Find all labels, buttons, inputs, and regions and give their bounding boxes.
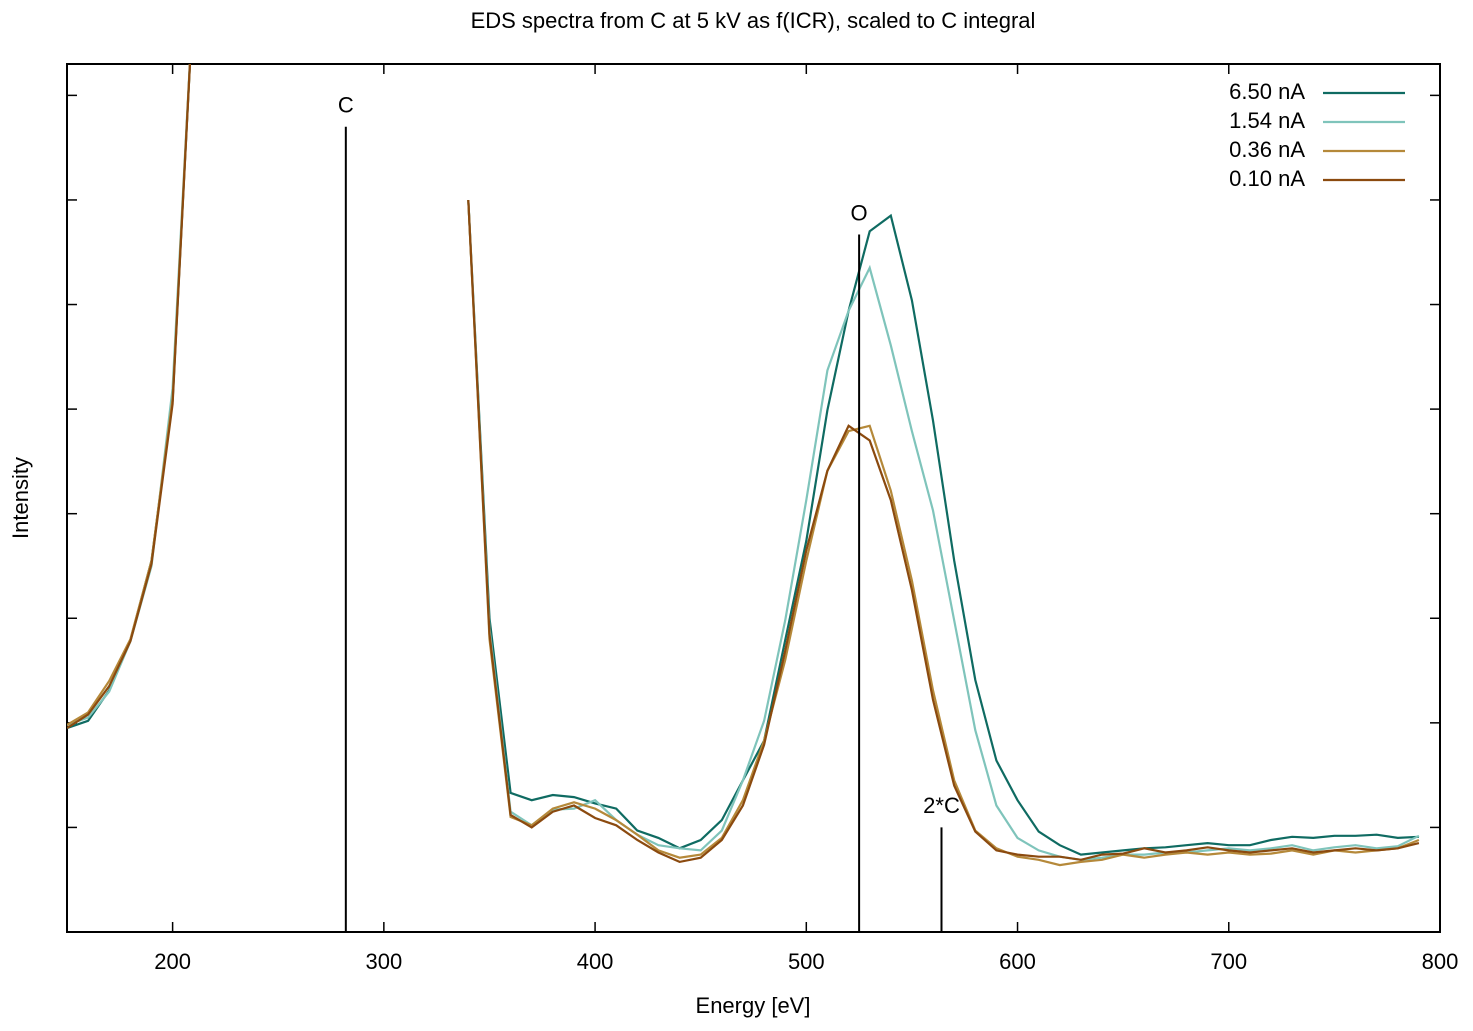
marker-label: C: [338, 93, 354, 118]
legend-label: 6.50 nA: [1229, 79, 1305, 104]
x-tick-label: 500: [788, 949, 825, 974]
plot-area: [67, 64, 1420, 867]
legend-label: 0.10 nA: [1229, 166, 1305, 191]
series-line: [67, 64, 1420, 867]
marker-label: 2*C: [923, 793, 960, 818]
x-tick-label: 600: [999, 949, 1036, 974]
marker-label: O: [851, 200, 868, 225]
x-tick-label: 300: [365, 949, 402, 974]
x-tick-label: 200: [154, 949, 191, 974]
chart-title: EDS spectra from C at 5 kV as f(ICR), sc…: [471, 8, 1036, 33]
x-tick-label: 700: [1210, 949, 1247, 974]
legend-label: 1.54 nA: [1229, 108, 1305, 133]
y-axis-label: Intensity: [8, 457, 33, 539]
plot-frame: [66, 63, 1441, 933]
x-axis-label: Energy [eV]: [696, 993, 811, 1018]
x-tick-label: 400: [577, 949, 614, 974]
series-line: [67, 64, 1420, 864]
legend-label: 0.36 nA: [1229, 137, 1305, 162]
x-tick-label: 800: [1422, 949, 1459, 974]
series-line: [67, 64, 1420, 861]
series-line: [67, 64, 1419, 856]
